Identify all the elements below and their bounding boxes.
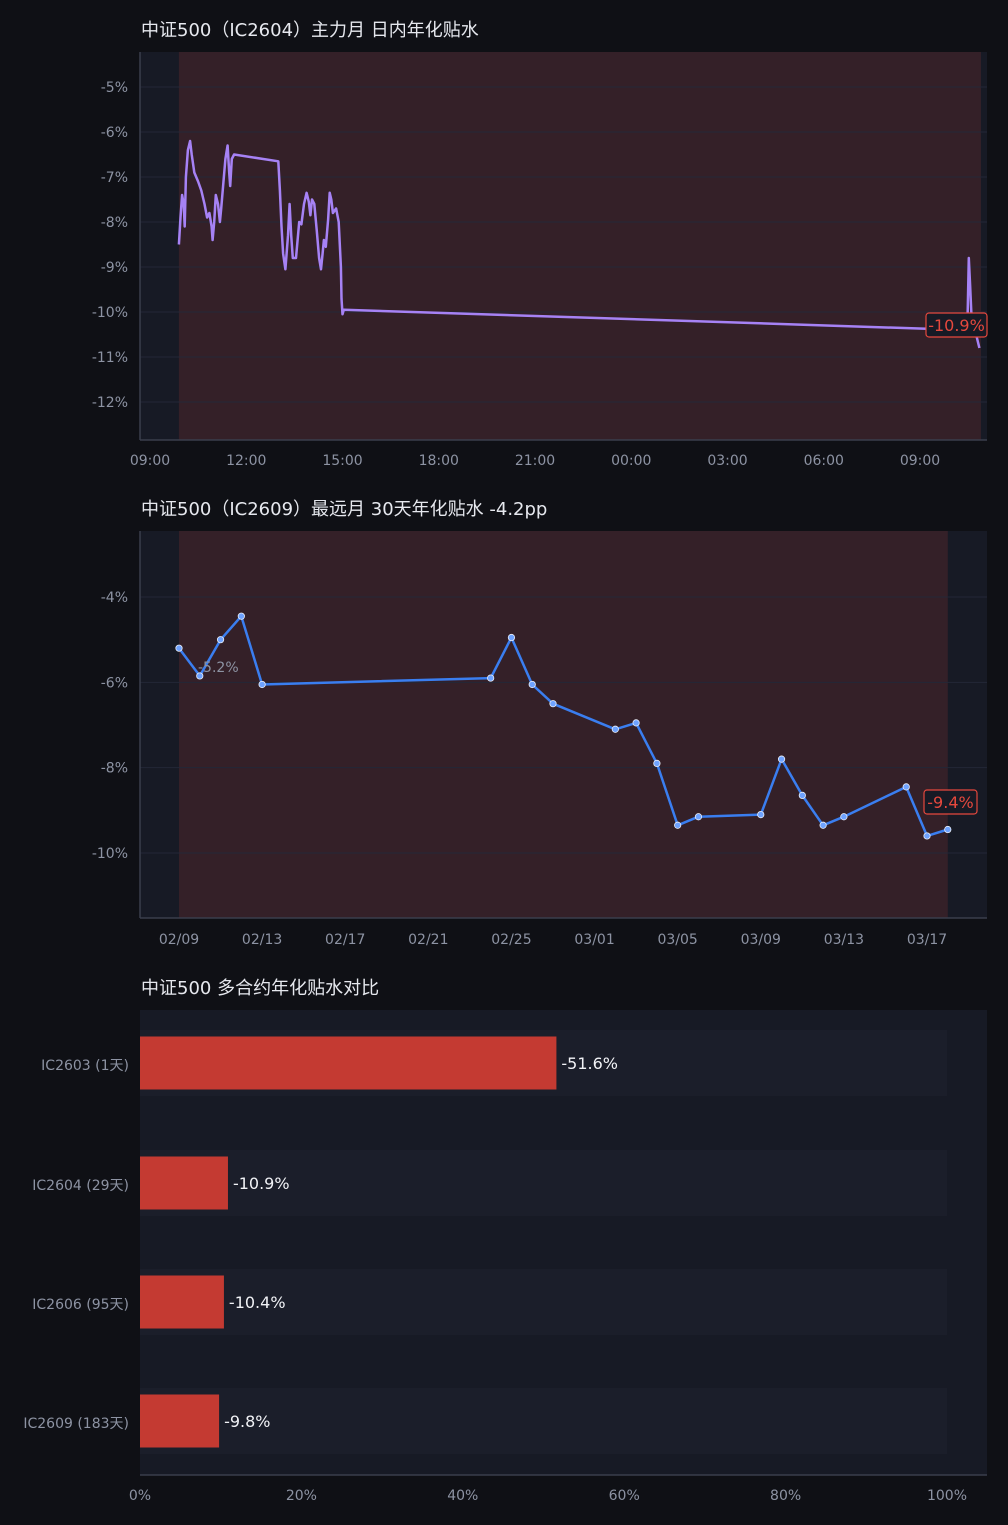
data-point bbox=[487, 674, 495, 682]
x-tick-label: 03/13 bbox=[824, 932, 864, 948]
x-tick-label: 18:00 bbox=[419, 453, 459, 469]
series-line bbox=[177, 139, 981, 349]
end-value-badge bbox=[923, 789, 978, 815]
data-point bbox=[632, 719, 640, 727]
data-point bbox=[611, 725, 619, 733]
y-category-label: IC2606 (95天) bbox=[32, 1297, 129, 1313]
y-tick-label: -9% bbox=[101, 260, 128, 276]
y-tick-label: -6% bbox=[101, 125, 128, 141]
x-tick-label: 02/17 bbox=[325, 932, 365, 948]
x-tick-label: 21:00 bbox=[515, 453, 555, 469]
x-tick-label: 15:00 bbox=[322, 453, 362, 469]
data-point bbox=[549, 700, 557, 708]
data-point bbox=[507, 633, 516, 642]
data-point bbox=[902, 783, 910, 791]
end-value-label: -10.9% bbox=[928, 316, 985, 335]
data-point bbox=[196, 672, 204, 680]
y-category-label: IC2603 (1天) bbox=[41, 1058, 129, 1074]
y-tick-label: -10% bbox=[92, 305, 128, 321]
bar-value-label: -9.8% bbox=[224, 1412, 270, 1431]
x-tick-label: 09:00 bbox=[130, 453, 170, 469]
y-category-label: IC2604 (29天) bbox=[32, 1178, 129, 1194]
x-tick-label: 03/01 bbox=[574, 932, 614, 948]
data-point bbox=[216, 636, 225, 644]
bar bbox=[140, 1394, 220, 1448]
y-tick-label: -10% bbox=[92, 846, 128, 862]
chart-title: 中证500 多合约年化贴水对比 bbox=[141, 978, 379, 999]
row-band bbox=[140, 1150, 947, 1216]
bar-value-label: -10.4% bbox=[229, 1293, 286, 1312]
y-tick-label: -12% bbox=[92, 395, 128, 411]
y-tick-label: -8% bbox=[101, 761, 128, 777]
y-category-label: IC2609 (183天) bbox=[23, 1416, 129, 1432]
x-tick-label: 60% bbox=[609, 1488, 640, 1504]
end-value-badge bbox=[925, 312, 988, 338]
start-value-label: -5.2% bbox=[198, 660, 239, 676]
series-line bbox=[178, 614, 949, 838]
data-point bbox=[237, 612, 245, 620]
x-tick-label: 20% bbox=[286, 1488, 317, 1504]
x-tick-label: 0% bbox=[129, 1488, 151, 1504]
far-month-basis-chart: 中证500（IC2609）最远月 30天年化贴水 -4.2pp -4% -6% -8… bbox=[92, 499, 987, 948]
x-tick-label: 03/05 bbox=[657, 932, 697, 948]
data-point bbox=[923, 832, 931, 840]
x-tick-label: 02/09 bbox=[159, 932, 199, 948]
x-tick-label: 00:00 bbox=[611, 453, 651, 469]
contract-comparison-chart: 中证500 多合约年化贴水对比 IC2603 (1天) -51.6% IC2604 … bbox=[23, 978, 987, 1504]
data-point bbox=[694, 813, 703, 821]
discount-shade bbox=[178, 52, 981, 440]
x-tick-label: 02/13 bbox=[242, 932, 282, 948]
data-point bbox=[258, 680, 266, 689]
row-band bbox=[140, 1388, 947, 1454]
data-point bbox=[653, 759, 661, 768]
bar-value-label: -51.6% bbox=[561, 1054, 618, 1073]
bar bbox=[140, 1036, 557, 1090]
discount-shade bbox=[179, 531, 948, 918]
y-tick-label: -8% bbox=[101, 215, 128, 231]
x-tick-label: 100% bbox=[927, 1488, 967, 1504]
chart-title: 中证500（IC2609）最远月 30天年化贴水 -4.2pp bbox=[141, 499, 547, 520]
x-tick-label: 80% bbox=[770, 1488, 801, 1504]
x-tick-label: 03/09 bbox=[741, 932, 781, 948]
y-tick-label: -6% bbox=[101, 675, 128, 691]
x-tick-label: 02/21 bbox=[408, 932, 448, 948]
x-tick-label: 40% bbox=[447, 1488, 478, 1504]
data-point bbox=[674, 821, 682, 829]
chart-title: 中证500（IC2604）主力月 日内年化贴水 bbox=[141, 20, 479, 41]
y-tick-label: -7% bbox=[101, 170, 128, 186]
x-tick-label: 02/25 bbox=[491, 932, 531, 948]
data-point bbox=[757, 810, 765, 819]
y-tick-label: -5% bbox=[101, 80, 128, 96]
row-band bbox=[140, 1269, 947, 1335]
x-tick-label: 09:00 bbox=[900, 453, 940, 469]
data-point bbox=[944, 825, 952, 834]
data-point bbox=[798, 791, 806, 800]
data-point bbox=[175, 644, 183, 652]
data-point bbox=[819, 821, 827, 829]
x-tick-label: 12:00 bbox=[226, 453, 266, 469]
y-tick-label: -4% bbox=[101, 590, 128, 606]
x-tick-label: 03/17 bbox=[907, 932, 947, 948]
data-point bbox=[528, 680, 536, 689]
x-tick-label: 03:00 bbox=[707, 453, 747, 469]
x-tick-label: 06:00 bbox=[804, 453, 844, 469]
intraday-basis-chart: 中证500（IC2604）主力月 日内年化贴水 -5% -6% -7% -8% -9% -… bbox=[92, 20, 988, 469]
end-value-label: -9.4% bbox=[927, 793, 973, 812]
bar bbox=[140, 1156, 228, 1210]
y-tick-label: -11% bbox=[92, 350, 128, 366]
bar-value-label: -10.9% bbox=[233, 1174, 290, 1193]
data-point bbox=[840, 813, 848, 821]
data-point bbox=[777, 755, 786, 763]
bar bbox=[140, 1275, 224, 1329]
